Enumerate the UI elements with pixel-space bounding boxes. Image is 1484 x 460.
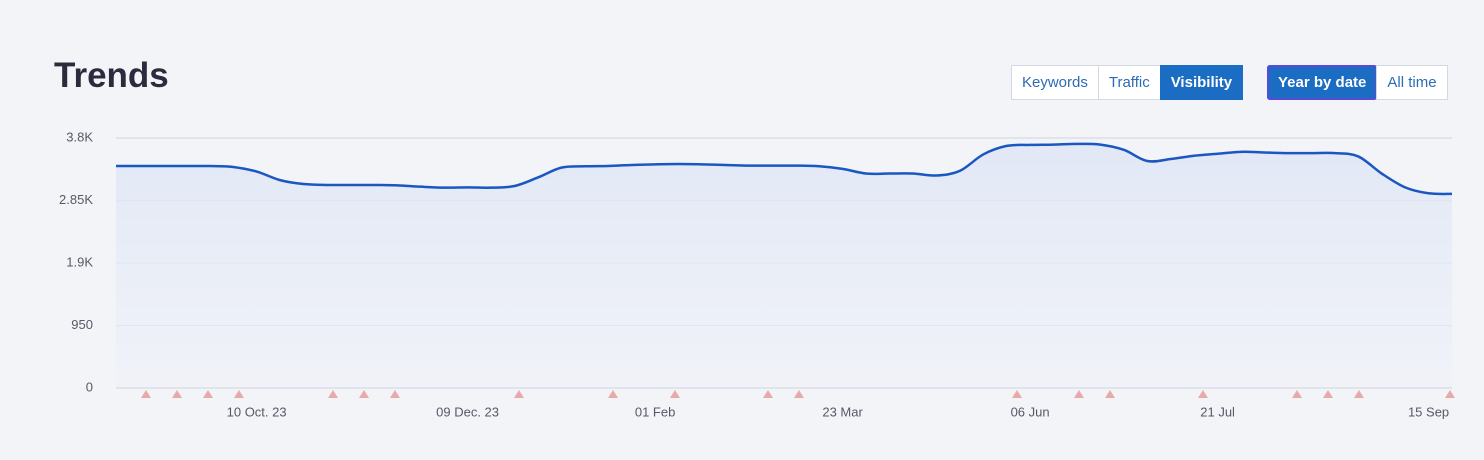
metric-tab[interactable]: Keywords: [1011, 65, 1099, 100]
period-tab[interactable]: All time: [1376, 65, 1448, 100]
event-marker: [1354, 390, 1364, 398]
event-marker: [390, 390, 400, 398]
metric-tabs: Keywords Traffic Visibility: [1011, 65, 1244, 100]
event-marker: [1074, 390, 1084, 398]
y-tick-label: 3.8K: [66, 129, 93, 144]
x-tick-label: 06 Jun: [1011, 404, 1050, 419]
y-tick-label: 2.85K: [59, 192, 93, 207]
event-marker: [1292, 390, 1302, 398]
event-marker: [1198, 390, 1208, 398]
x-tick-label: 09 Dec. 23: [436, 404, 499, 419]
event-marker: [1012, 390, 1022, 398]
event-marker: [608, 390, 618, 398]
event-marker: [359, 390, 369, 398]
period-tabs: Year by date All time: [1267, 65, 1448, 100]
event-marker: [141, 390, 151, 398]
x-tick-label: 21 Jul: [1200, 404, 1235, 419]
event-marker: [1445, 390, 1455, 398]
event-marker: [328, 390, 338, 398]
chart-title: Trends: [54, 56, 169, 95]
y-tick-label: 0: [86, 379, 93, 394]
event-marker: [794, 390, 804, 398]
y-tick-label: 1.9K: [66, 254, 93, 269]
x-tick-label: 23 Mar: [822, 404, 863, 419]
event-marker: [763, 390, 773, 398]
metric-tab[interactable]: Visibility: [1159, 65, 1244, 100]
event-marker: [514, 390, 524, 398]
event-marker: [203, 390, 213, 398]
line: [116, 142, 1453, 196]
event-marker: [670, 390, 680, 398]
x-tick-label: 10 Oct. 23: [227, 404, 287, 419]
event-marker: [1105, 390, 1115, 398]
y-tick-label: 950: [71, 317, 93, 332]
x-tick-label: 15 Sep: [1408, 404, 1449, 419]
event-marker: [234, 390, 244, 398]
area: [116, 143, 1452, 388]
x-tick-label: 01 Feb: [635, 404, 675, 419]
event-marker: [172, 390, 182, 398]
event-marker: [1323, 390, 1333, 398]
